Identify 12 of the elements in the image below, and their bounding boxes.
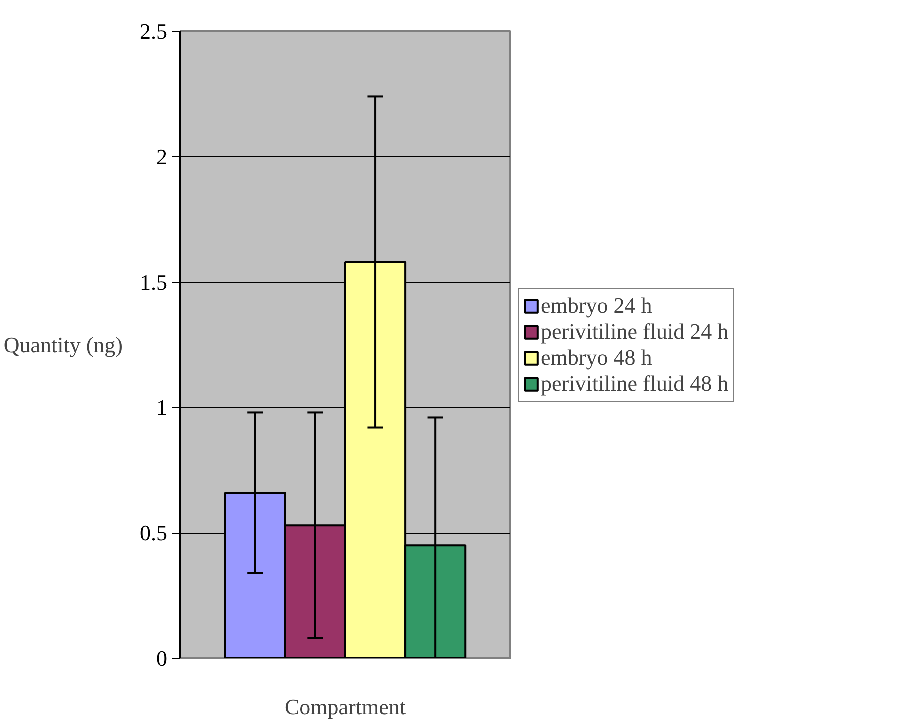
legend-label: embryo 48 h: [541, 344, 652, 370]
legend-label: embryo 24 h: [541, 292, 652, 318]
legend-label: perivitiline fluid 24 h: [541, 318, 729, 344]
y-tick-label: 2.5: [140, 19, 168, 44]
legend-label: perivitiline fluid 48 h: [541, 370, 729, 396]
y-tick-label: 1: [156, 395, 168, 420]
y-tick-label: 1.5: [140, 270, 168, 295]
y-tick-label: 0.5: [140, 520, 168, 546]
y-tick-label: 2: [156, 144, 168, 170]
x-axis-title: Compartment: [285, 694, 406, 720]
y-axis-title: Quantity (ng): [4, 332, 124, 358]
y-tick-label: 0: [156, 646, 168, 671]
